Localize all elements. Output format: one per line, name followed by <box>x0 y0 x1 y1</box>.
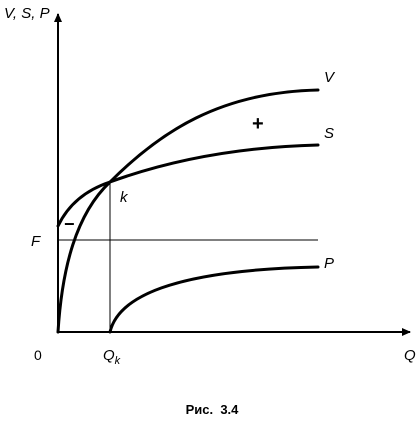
qk-label: Qk <box>103 347 121 367</box>
y-axis-label: V, S, P <box>4 5 50 22</box>
s-label: S <box>324 125 334 142</box>
p-label: P <box>324 255 334 272</box>
f-label: F <box>31 233 41 250</box>
qk-sub: k <box>115 355 121 367</box>
x-axis-label: Q <box>404 347 416 364</box>
minus-sign: − <box>64 214 75 234</box>
k-label: k <box>120 189 129 206</box>
curve-s <box>56 143 320 228</box>
curve-p <box>108 265 320 334</box>
plus-sign: + <box>252 113 264 135</box>
v-label: V <box>324 69 336 86</box>
qk-main: Q <box>103 347 115 364</box>
caption: Рис. 3.4 <box>186 402 240 417</box>
origin-label: 0 <box>34 347 42 363</box>
curve-v <box>56 88 320 334</box>
